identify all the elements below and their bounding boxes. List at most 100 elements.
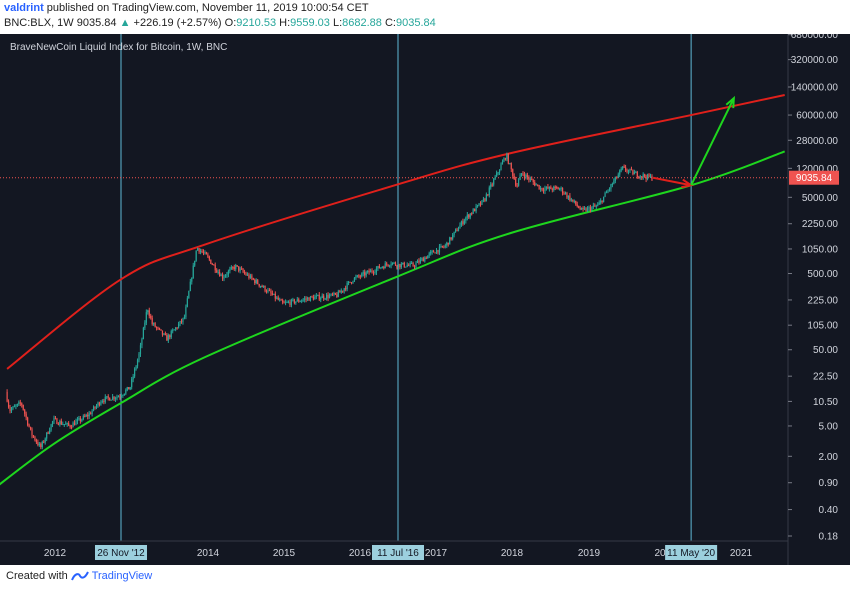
- open-value: 9210.53: [236, 17, 277, 29]
- candle-116: [176, 326, 178, 330]
- candle-207: [309, 295, 312, 302]
- candle-55: [87, 412, 89, 420]
- candle-326: [484, 197, 486, 203]
- candle-146: [220, 273, 222, 277]
- bitcoin-log-chart[interactable]: 680000.00 320000.00 140000.00 60000.00 28000…: [0, 34, 850, 565]
- candle-11: [22, 404, 24, 411]
- candle-304: [452, 232, 454, 241]
- candle-250: [372, 270, 375, 276]
- candle-226: [337, 289, 339, 298]
- candle-88: [135, 365, 137, 371]
- candle-429: [635, 170, 637, 174]
- candle-84: [129, 386, 131, 391]
- candle-433: [641, 176, 643, 180]
- tradingview-logo-icon: [70, 571, 89, 581]
- candle-190: [284, 299, 287, 306]
- candle-57: [90, 411, 92, 415]
- candle-362: [537, 184, 539, 187]
- candle-210: [314, 294, 316, 300]
- candle-221: [330, 293, 332, 297]
- candle-122: [185, 304, 187, 320]
- candle-366: [542, 187, 545, 194]
- price-change: +226.19 (+2.57%): [133, 17, 222, 29]
- candle-168: [252, 277, 254, 281]
- candle-312: [463, 218, 465, 225]
- candle-179: [268, 288, 271, 292]
- candle-15: [28, 423, 30, 428]
- candle-278: [413, 264, 416, 270]
- candle-344: [510, 162, 512, 173]
- tradingview-link[interactable]: TradingView: [91, 570, 153, 582]
- candle-194: [290, 298, 293, 308]
- candle-403: [597, 202, 599, 207]
- projection-arrow-green: [690, 95, 735, 186]
- candle-131: [198, 247, 200, 254]
- candle-371: [550, 185, 552, 190]
- candle-268: [399, 263, 401, 270]
- candle-283: [421, 257, 423, 262]
- candle-47: [75, 418, 77, 426]
- candle-63: [98, 401, 101, 407]
- candle-77: [119, 394, 121, 400]
- price-axis[interactable]: 680000.00 320000.00 140000.00 60000.00 28000…: [787, 34, 839, 565]
- candle-12: [24, 408, 26, 417]
- candle-397: [588, 205, 590, 212]
- candle-228: [340, 288, 342, 294]
- candle-19: [34, 435, 36, 442]
- candle-133: [201, 248, 203, 254]
- y-tick-label-18: 0.40: [819, 505, 839, 516]
- candle-65: [101, 399, 103, 404]
- candle-93: [142, 326, 145, 340]
- candle-350: [519, 173, 521, 181]
- candle-383: [567, 195, 570, 201]
- close-label: C:: [384, 17, 396, 29]
- candle-30: [50, 423, 52, 432]
- footer: Created with TradingView: [6, 570, 152, 582]
- upper-resistance-curve: [6, 94, 785, 370]
- candle-45: [72, 421, 74, 428]
- candle-251: [374, 269, 376, 275]
- candle-363: [538, 184, 540, 190]
- candle-264: [393, 261, 395, 265]
- candle-369: [547, 183, 549, 190]
- candle-73: [113, 396, 115, 401]
- candle-332: [493, 177, 495, 187]
- candle-405: [600, 198, 602, 205]
- candle-413: [611, 182, 613, 188]
- y-tick-label-17: 0.90: [819, 478, 839, 489]
- y-tick-label-3: 60000.00: [796, 111, 838, 122]
- candle-249: [371, 268, 373, 274]
- candle-128: [194, 260, 196, 267]
- candle-138: [208, 255, 210, 262]
- candle-235: [350, 282, 353, 285]
- time-axis[interactable]: 2012 2014 2015 2016 2017 2018 2019 20 2021 26 Nov…: [0, 540, 788, 560]
- candle-378: [560, 186, 562, 192]
- author-link[interactable]: valdrint: [4, 2, 44, 14]
- candle-391: [579, 205, 581, 211]
- candle-72: [112, 393, 114, 401]
- candle-214: [320, 296, 322, 303]
- candle-386: [572, 199, 574, 203]
- candle-201: [301, 299, 303, 304]
- candle-414: [613, 178, 615, 185]
- candle-340: [504, 157, 507, 161]
- candle-34: [56, 417, 58, 425]
- candle-298: [443, 245, 445, 249]
- candle-134: [202, 249, 205, 256]
- candle-183: [274, 291, 276, 302]
- candle-71: [110, 399, 112, 401]
- candle-113: [172, 328, 174, 334]
- candle-246: [367, 270, 369, 274]
- candle-408: [604, 191, 606, 198]
- y-tick-label-5: 12000.00: [796, 164, 838, 175]
- candle-258: [384, 261, 386, 269]
- candle-118: [179, 320, 181, 327]
- candle-229: [342, 290, 344, 293]
- candle-197: [295, 301, 297, 305]
- candle-185: [277, 295, 279, 301]
- y-tick-label-0: 680000.00: [791, 34, 839, 41]
- candle-302: [449, 236, 451, 245]
- candle-195: [292, 297, 294, 302]
- candle-60: [94, 406, 96, 410]
- candle-140: [211, 262, 213, 266]
